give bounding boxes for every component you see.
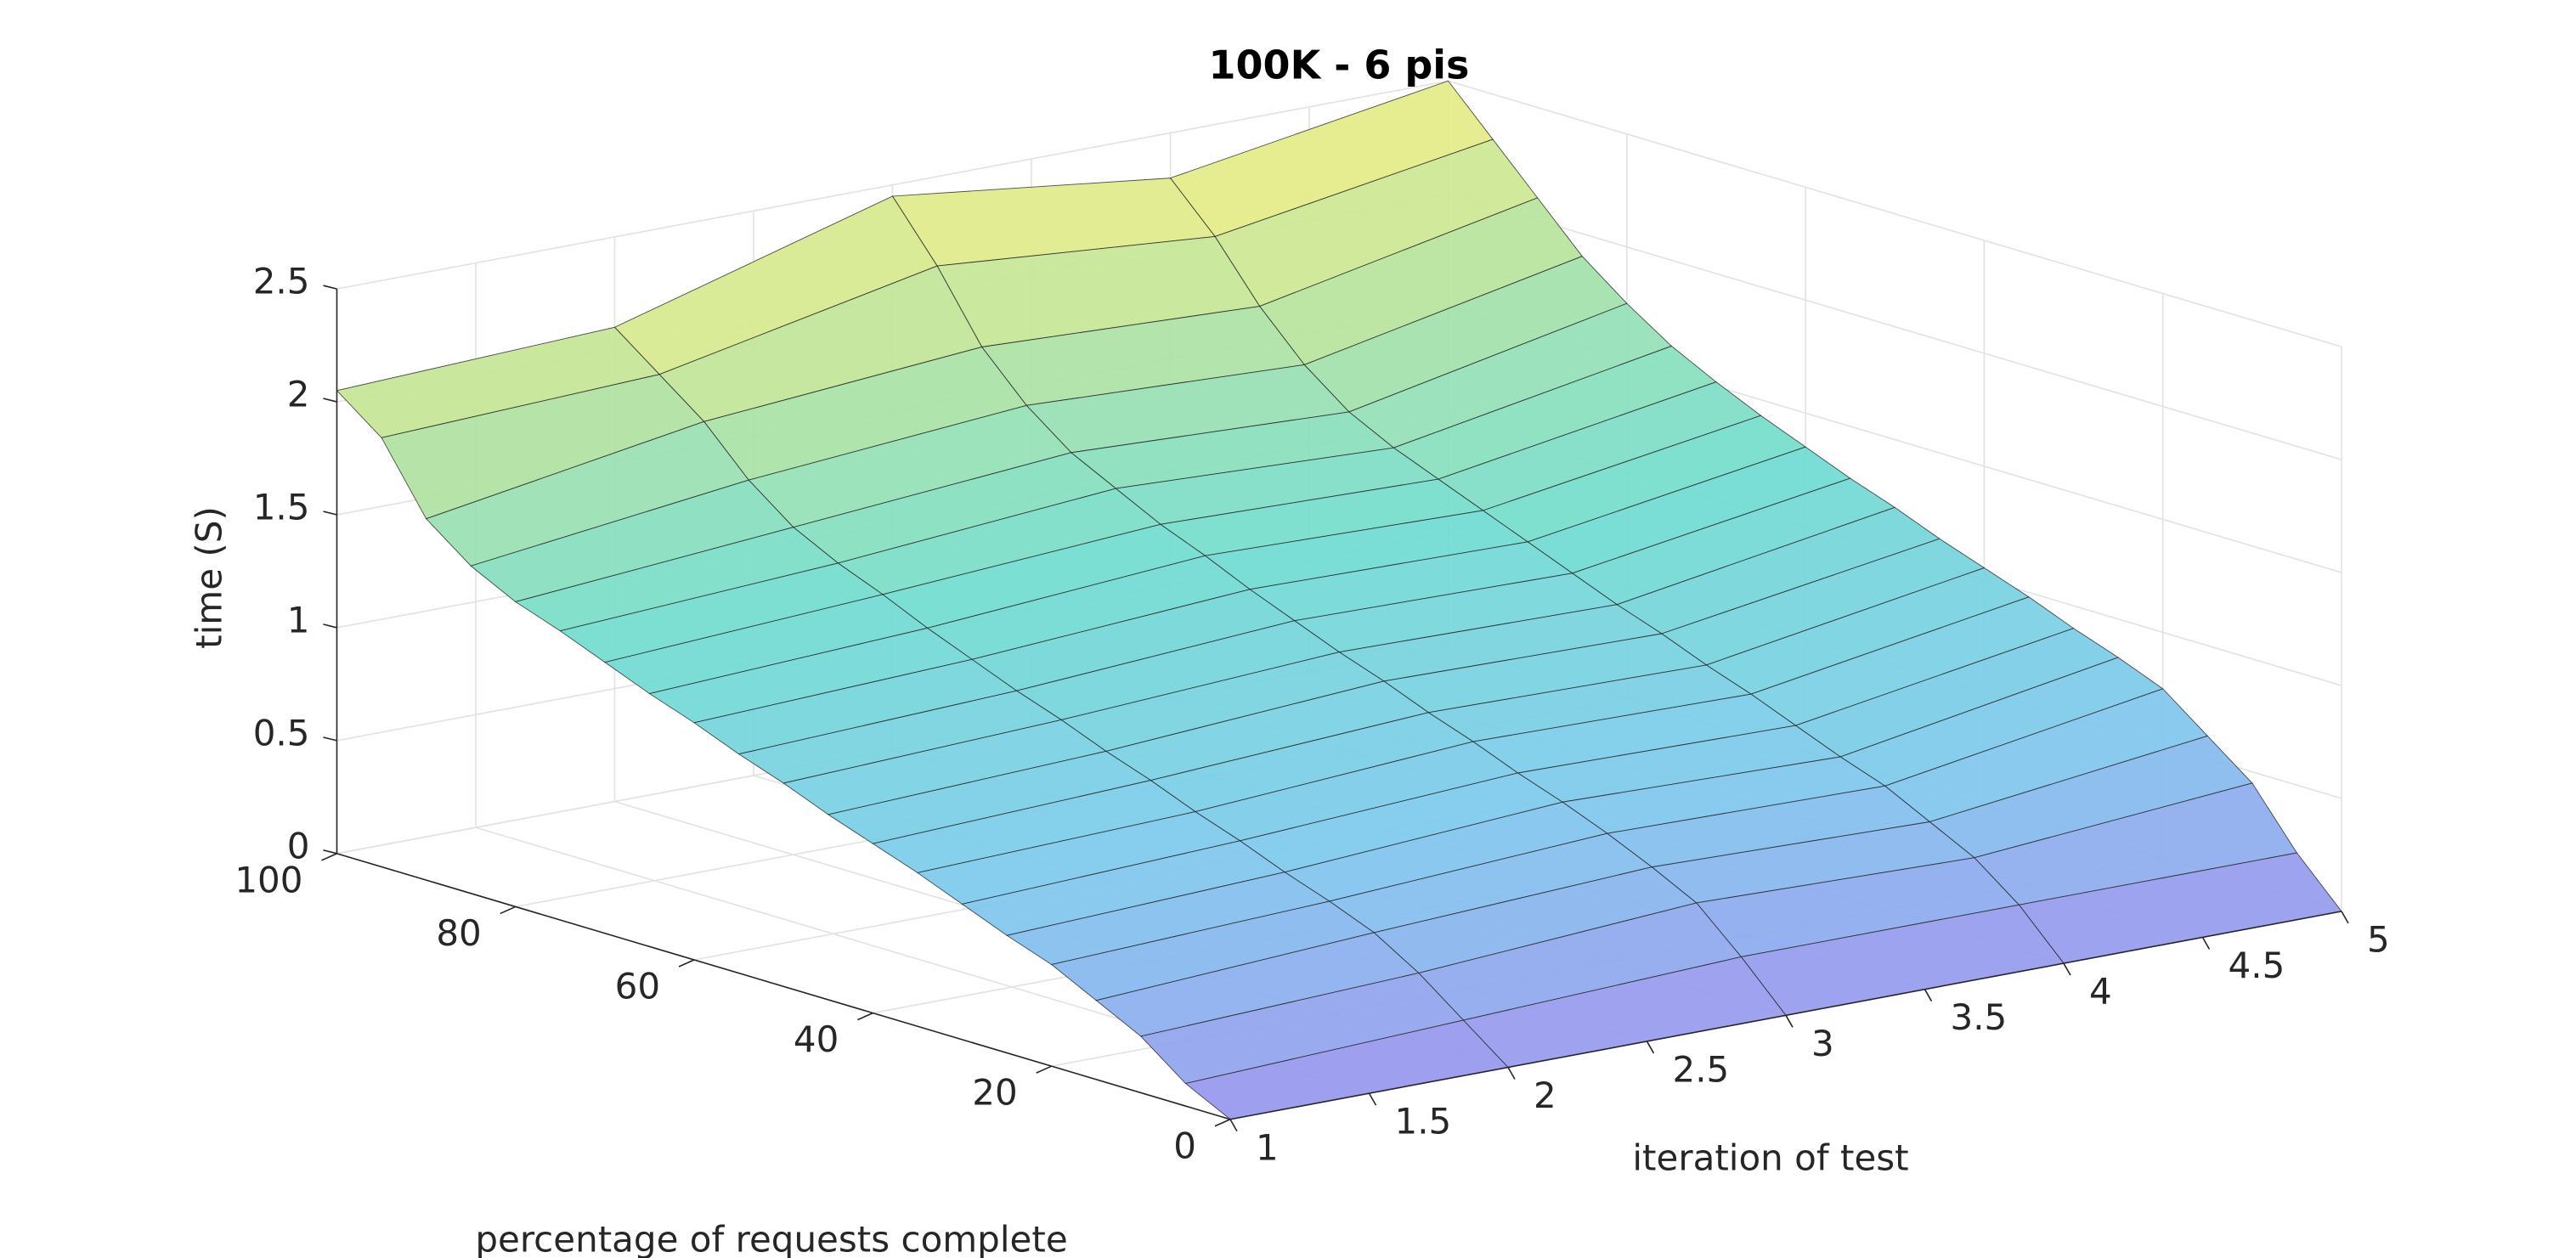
y-tick-label: 80 [436, 912, 481, 954]
x-tick [1229, 1119, 1238, 1132]
z-tick [323, 398, 337, 403]
x-tick [1646, 1041, 1655, 1054]
x-axis-label: iteration of test [1632, 1137, 1908, 1179]
z-tick-label: 0.5 [253, 712, 310, 753]
y-tick [500, 905, 517, 915]
x-tick-label: 5 [2367, 918, 2390, 960]
chart-title: 100K - 6 pis [1209, 42, 1470, 88]
z-tick [323, 285, 337, 290]
x-tick [2341, 911, 2349, 924]
grid-line [336, 80, 1449, 290]
z-tick-label: 1.5 [253, 487, 310, 528]
y-tick [857, 1012, 873, 1021]
y-tick [1036, 1065, 1053, 1074]
x-tick [1507, 1067, 1516, 1080]
grid-line [1448, 80, 2342, 347]
x-tick-label: 2 [1534, 1075, 1556, 1116]
axes: 11.522.533.544.5502040608010000.511.522.… [234, 261, 2389, 1169]
y-axis [336, 853, 1231, 1120]
z-tick [323, 736, 337, 742]
y-tick [678, 959, 695, 967]
z-tick [323, 511, 337, 516]
x-tick-label: 3 [1811, 1023, 1834, 1064]
x-tick-label: 4 [2089, 971, 2112, 1013]
z-tick-label: 1 [287, 599, 310, 640]
z-tick [323, 849, 337, 855]
x-tick [1368, 1092, 1377, 1106]
x-tick-label: 3.5 [1950, 996, 2007, 1038]
z-axis-label: time (S) [189, 506, 230, 649]
x-tick-label: 1.5 [1394, 1101, 1451, 1142]
y-tick-label: 60 [615, 966, 660, 1007]
z-tick-label: 2.5 [253, 261, 310, 302]
z-tick-label: 2 [287, 374, 310, 415]
y-tick [321, 853, 337, 861]
y-tick-label: 20 [972, 1072, 1017, 1114]
x-tick-label: 1 [1256, 1126, 1279, 1168]
x-tick [2063, 962, 2071, 976]
x-tick-label: 2.5 [1672, 1048, 1729, 1090]
z-tick-label: 0 [287, 825, 310, 866]
y-tick-label: 0 [1173, 1125, 1196, 1166]
surface [336, 80, 2342, 1120]
x-tick [1785, 1014, 1794, 1028]
y-tick-label: 40 [794, 1018, 839, 1060]
z-tick [323, 623, 337, 629]
y-tick-label: 100 [234, 859, 302, 900]
x-tick [1924, 989, 1933, 1002]
y-tick [1214, 1119, 1231, 1127]
x-tick-label: 4.5 [2229, 945, 2285, 986]
x-tick [2201, 937, 2211, 950]
y-axis-label: percentage of requests complete [475, 1219, 1067, 1258]
grid-line [1448, 193, 2342, 460]
